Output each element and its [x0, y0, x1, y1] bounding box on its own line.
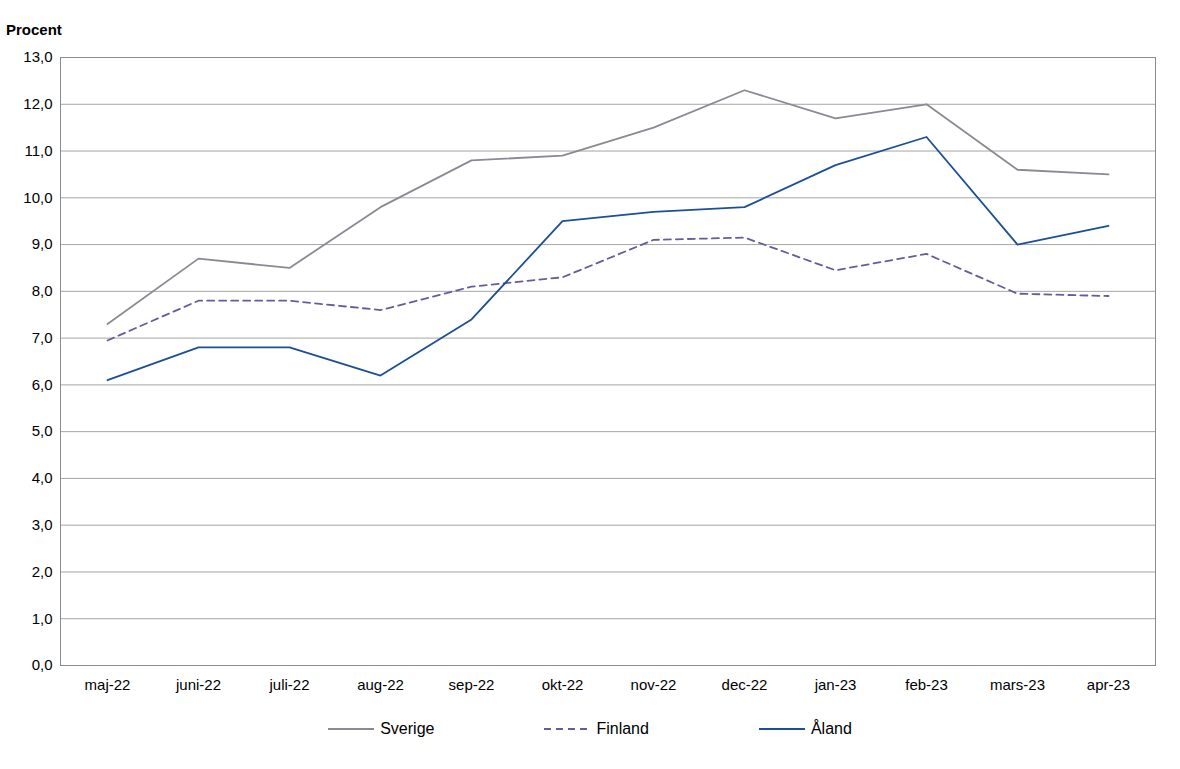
html-text:Åland: Åland: [810, 720, 852, 737]
svg-text:sep-22: sep-22: [449, 676, 495, 693]
svg-text:0,0: 0,0: [32, 656, 53, 673]
svg-text:juli-22: juli-22: [268, 676, 309, 693]
html-text:Procent: Procent: [6, 21, 62, 38]
svg-text:aug-22: aug-22: [357, 676, 404, 693]
svg-text:12,0: 12,0: [23, 95, 52, 112]
svg-text:9,0: 9,0: [32, 235, 53, 252]
html-text:Finland: Finland: [596, 720, 649, 737]
svg-text:dec-22: dec-22: [722, 676, 768, 693]
svg-text:8,0: 8,0: [32, 282, 53, 299]
svg-text:nov-22: nov-22: [631, 676, 677, 693]
svg-text:4,0: 4,0: [32, 469, 53, 486]
svg-text:juni-22: juni-22: [175, 676, 221, 693]
svg-text:6,0: 6,0: [32, 376, 53, 393]
svg-text:okt-22: okt-22: [542, 676, 584, 693]
svg-text:13,0: 13,0: [23, 48, 52, 65]
svg-text:3,0: 3,0: [32, 516, 53, 533]
svg-text:apr-23: apr-23: [1087, 676, 1130, 693]
svg-text:jan-23: jan-23: [814, 676, 857, 693]
svg-text:2,0: 2,0: [32, 563, 53, 580]
svg-text:feb-23: feb-23: [905, 676, 948, 693]
svg-text:1,0: 1,0: [32, 610, 53, 627]
svg-text:mars-23: mars-23: [990, 676, 1045, 693]
svg-text:maj-22: maj-22: [85, 676, 131, 693]
svg-text:10,0: 10,0: [23, 189, 52, 206]
svg-text:11,0: 11,0: [24, 142, 52, 159]
svg-text:5,0: 5,0: [32, 422, 53, 439]
svg-text:7,0: 7,0: [32, 329, 53, 346]
html-text:Sverige: Sverige: [380, 720, 435, 737]
